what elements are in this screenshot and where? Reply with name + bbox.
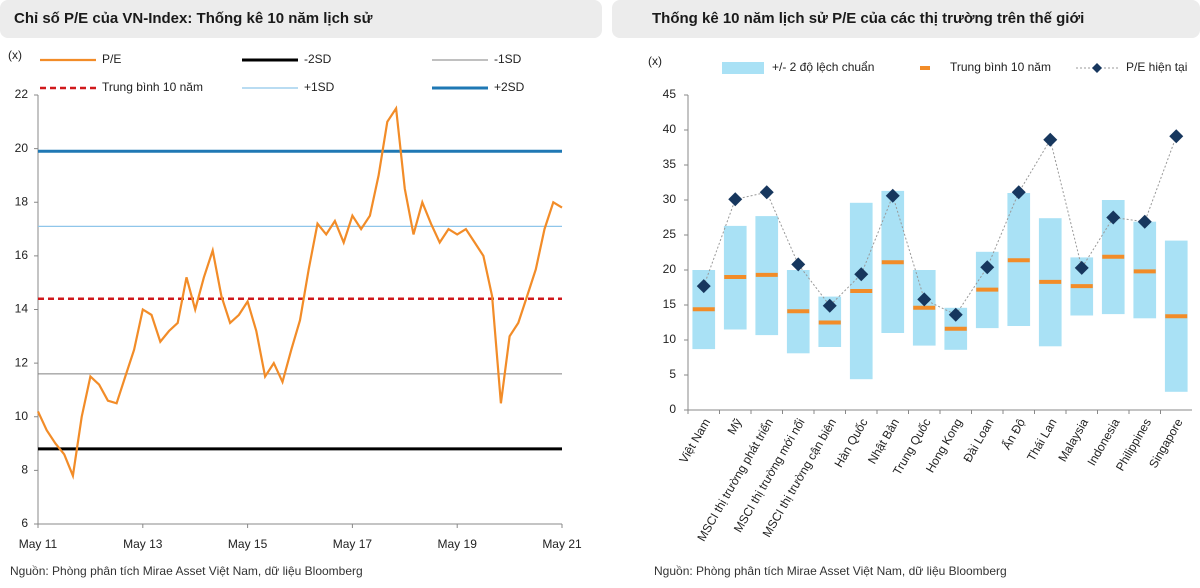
y-tick-label: 6 [21,516,28,530]
current-marker [696,279,711,294]
source: Nguồn: Phòng phân tích Mirae Asset Việt … [10,564,363,578]
current-marker [728,192,743,207]
line [37,105,563,480]
y-tick-label: 5 [669,367,676,381]
header-bg [612,0,1200,38]
y-tick-label: 35 [663,157,677,171]
y-tick-label: 12 [15,355,29,369]
current-line [703,136,1177,316]
legend-label: P/E [102,52,121,66]
x-tick-label: Việt Nam [676,416,713,466]
y-tick-label: 14 [15,302,29,316]
current-marker [759,185,774,200]
y-tick-label: 25 [663,227,677,241]
current-marker [1169,129,1184,144]
current-marker [917,292,932,307]
y-tick-label: 30 [663,192,677,206]
current-marker [1043,132,1058,147]
y-tick-label: 40 [663,122,677,136]
chart-title: Chỉ số P/E của VN-Index: Thống kê 10 năm… [14,10,373,27]
legend-label: -1SD [494,52,522,66]
y-tick-label: 20 [15,141,29,155]
y-tick-label: 20 [663,262,677,276]
y-tick-label: 22 [15,87,29,101]
x-tick-label: May 21 [542,537,582,551]
legend-label: +/- 2 độ lệch chuẩn [772,60,874,74]
current-marker [1074,260,1089,275]
x-tick-label: Ấn Độ [998,415,1028,452]
y-tick-label: 45 [663,87,677,101]
x-tick-label: Thái Lan [1024,416,1059,463]
legend-label: Trung bình 10 năm [102,80,203,94]
legend-label: -2SD [304,52,332,66]
legend-label: Trung bình 10 năm [950,60,1051,74]
current-marker [980,260,995,275]
y-axis-label: (x) [8,48,22,62]
current-marker [1137,214,1152,229]
current-marker [885,188,900,203]
x-tick-label: Mỹ [724,416,744,437]
current-marker [948,307,963,322]
y-tick-label: 16 [15,248,29,262]
x-tick-label: Đài Loan [960,416,996,465]
x-tick-label: May 17 [333,537,373,551]
y-tick-label: 0 [669,402,676,416]
chart-title: Thống kê 10 năm lịch sử P/E của các thị … [652,10,1084,27]
legend-swatch [722,62,764,74]
y-tick-label: 10 [15,409,29,423]
y-tick-label: 8 [21,463,28,477]
current-marker [1106,210,1121,225]
current-marker [791,257,806,272]
x-tick-label: May 15 [228,537,268,551]
x-tick-label: May 19 [438,537,478,551]
legend-swatch [1092,63,1102,73]
current-marker [1011,185,1026,200]
x-tick-label: May 13 [123,537,163,551]
y-tick-label: 18 [15,194,29,208]
y-axis-label: (x) [648,54,662,68]
legend-label: P/E hiện tại [1126,60,1187,74]
legend-label: +2SD [494,80,525,94]
current-marker [854,267,869,282]
source: Nguồn: Phòng phân tích Mirae Asset Việt … [654,564,1007,578]
y-tick-label: 10 [663,332,677,346]
x-tick-label: May 11 [19,537,58,551]
y-tick-label: 15 [663,297,677,311]
current-marker [822,298,837,313]
legend-label: +1SD [304,80,335,94]
header-bg [0,0,602,38]
